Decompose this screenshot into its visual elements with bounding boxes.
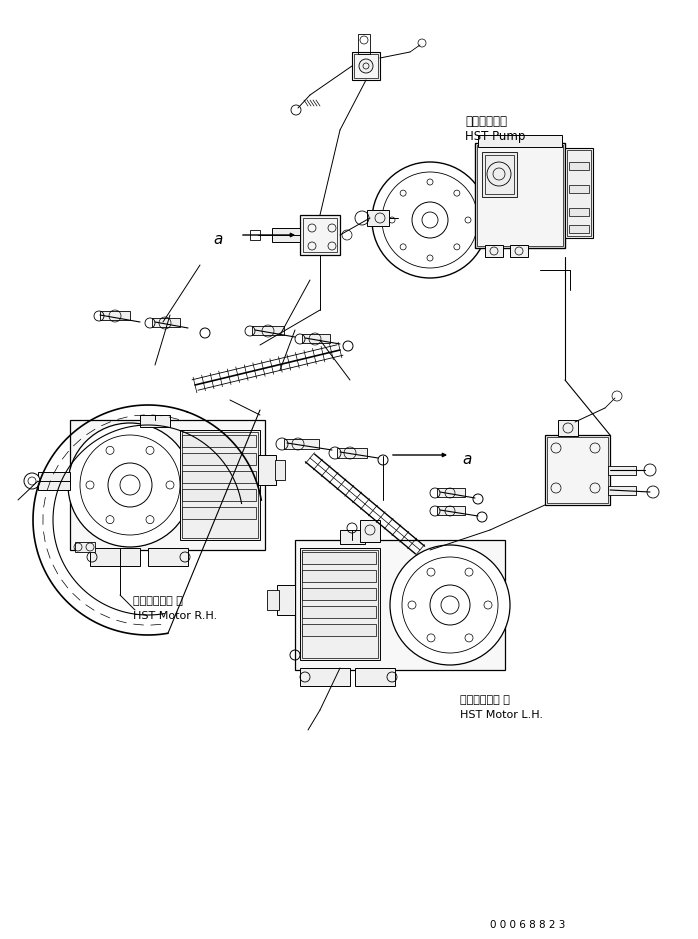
Bar <box>300 215 340 255</box>
Bar <box>284 439 319 449</box>
Bar <box>482 152 517 197</box>
Bar <box>485 155 514 194</box>
Bar <box>75 542 95 552</box>
Bar <box>302 570 376 582</box>
Bar <box>300 548 380 660</box>
Bar <box>70 420 265 550</box>
Bar <box>367 210 389 226</box>
Bar <box>475 143 565 248</box>
Bar <box>90 548 140 566</box>
Bar <box>567 150 591 236</box>
Bar <box>182 453 256 465</box>
Bar <box>152 318 180 327</box>
Bar <box>38 472 70 490</box>
Circle shape <box>390 545 510 665</box>
Text: HST Motor L.H.: HST Motor L.H. <box>460 710 543 720</box>
Bar <box>302 550 378 658</box>
Bar <box>148 548 188 566</box>
Bar <box>510 245 528 257</box>
Circle shape <box>68 423 192 547</box>
Bar <box>302 606 376 618</box>
Text: a: a <box>214 233 223 248</box>
Bar <box>477 145 563 246</box>
Bar <box>437 506 465 515</box>
Bar <box>485 245 503 257</box>
Bar <box>140 415 170 427</box>
Bar <box>302 588 376 600</box>
Bar <box>295 540 505 670</box>
Bar <box>182 435 256 447</box>
Bar <box>258 455 276 485</box>
Bar <box>354 54 378 78</box>
Bar <box>569 225 589 233</box>
Circle shape <box>24 473 40 489</box>
Bar <box>300 668 350 686</box>
Bar <box>337 448 367 458</box>
Bar <box>547 437 608 503</box>
Bar <box>302 624 376 636</box>
Bar <box>569 208 589 216</box>
Bar <box>182 471 256 483</box>
Bar <box>360 520 380 542</box>
Bar <box>267 590 279 610</box>
Bar <box>275 460 285 480</box>
Text: ＨＳＴポンプ: ＨＳＴポンプ <box>465 115 507 128</box>
Bar <box>569 185 589 193</box>
Bar <box>569 162 589 170</box>
Text: 0 0 0 6 8 8 2 3: 0 0 0 6 8 8 2 3 <box>490 920 565 930</box>
Bar <box>182 489 256 501</box>
Bar <box>252 326 284 335</box>
Bar <box>355 668 395 686</box>
Bar <box>182 507 256 519</box>
Bar <box>302 552 376 564</box>
Text: ＨＳＴモータ 右: ＨＳＴモータ 右 <box>133 596 183 606</box>
Bar <box>558 420 578 436</box>
Bar <box>358 34 370 54</box>
Bar <box>608 486 636 495</box>
Bar <box>302 334 330 343</box>
Text: ＨＳＴモータ 左: ＨＳＴモータ 左 <box>460 695 510 705</box>
Bar <box>277 585 295 615</box>
Bar <box>352 52 380 80</box>
Bar <box>340 530 365 544</box>
Bar <box>180 430 260 540</box>
Circle shape <box>372 162 488 278</box>
Bar <box>478 135 562 147</box>
Circle shape <box>359 59 373 73</box>
Bar <box>182 432 258 538</box>
Bar <box>565 148 593 238</box>
Bar <box>303 218 337 252</box>
Text: a: a <box>462 453 471 468</box>
Bar <box>437 488 465 497</box>
Bar <box>545 435 610 505</box>
Bar <box>272 228 300 242</box>
Bar <box>100 311 130 320</box>
Text: HST Pump: HST Pump <box>465 130 526 143</box>
Bar <box>250 230 260 240</box>
Bar <box>608 466 636 475</box>
Text: HST Motor R.H.: HST Motor R.H. <box>133 611 217 621</box>
